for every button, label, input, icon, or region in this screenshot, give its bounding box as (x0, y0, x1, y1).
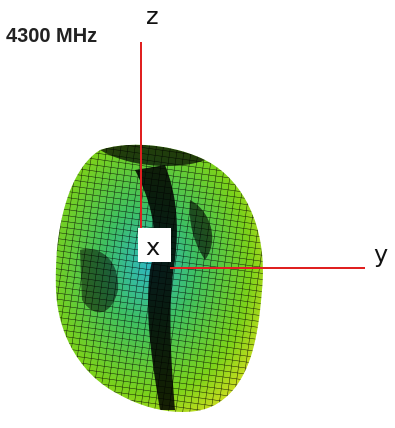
x-axis-box (138, 228, 171, 262)
frequency-title: 4300 MHz (6, 25, 97, 47)
y-axis-label: y (374, 240, 388, 268)
radiation-pattern (55, 144, 263, 413)
z-axis-label: z (146, 2, 159, 30)
x-axis-label: x (146, 233, 160, 261)
